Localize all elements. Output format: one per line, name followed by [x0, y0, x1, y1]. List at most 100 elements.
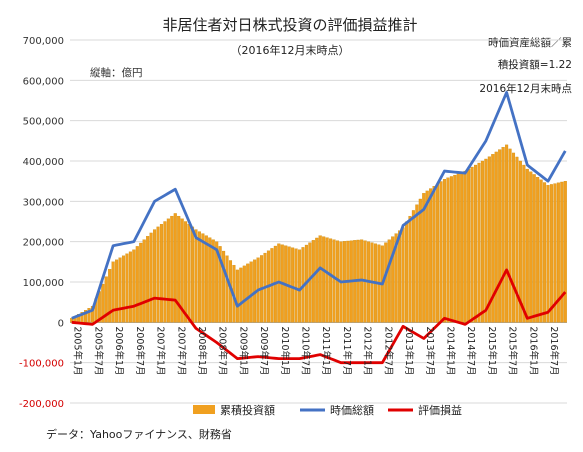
cumulative-bar — [215, 241, 219, 323]
cumulative-bar — [201, 233, 205, 323]
y-tick-label: -100,000 — [19, 359, 64, 370]
series-lines — [71, 91, 567, 365]
cumulative-bar — [128, 251, 132, 323]
cumulative-bar — [511, 152, 516, 323]
cumulative-bar — [394, 233, 398, 323]
legend-swatch-cumulative — [193, 405, 215, 414]
cumulative-bar — [518, 160, 522, 323]
cumulative-bar — [442, 178, 447, 323]
cumulative-bar — [208, 237, 212, 323]
cumulative-bar — [501, 147, 505, 323]
cumulative-bar — [532, 174, 536, 323]
cumulative-bar — [508, 148, 512, 323]
chart-title: 非居住者対日株式投資の評価損益推計 — [162, 16, 417, 34]
legend-label-market-value: 時価総額 — [330, 403, 374, 417]
cumulative-bar — [460, 172, 464, 323]
cumulative-bar — [384, 242, 388, 323]
cumulative-bar — [308, 242, 312, 323]
cumulative-bar — [467, 168, 471, 323]
cumulative-bar — [297, 249, 302, 323]
cumulative-bar — [139, 242, 143, 323]
cumulative-bar — [180, 218, 184, 323]
cumulative-bar — [156, 226, 160, 323]
cumulative-bar — [505, 144, 509, 323]
x-tick-label: 2006年1月 — [113, 326, 125, 375]
x-tick-label: 2012年1月 — [362, 326, 374, 375]
cumulative-bar — [401, 227, 405, 323]
cumulative-bar — [225, 255, 229, 323]
market-value-line — [71, 91, 567, 320]
cumulative-bar — [491, 154, 495, 323]
x-tick-label: 2011年7月 — [341, 326, 353, 375]
x-tick-label: 2006年7月 — [134, 326, 146, 375]
cumulative-bar — [446, 177, 450, 323]
x-tick-label: 2010年7月 — [300, 326, 312, 375]
cumulative-bar — [487, 156, 491, 323]
cumulative-bar — [422, 193, 426, 323]
x-tick-label: 2009年1月 — [237, 326, 249, 375]
cumulative-bar — [332, 239, 336, 323]
cumulative-bar — [173, 213, 177, 323]
cumulative-bar — [408, 215, 412, 323]
grid — [70, 39, 567, 404]
cumulative-bar — [153, 229, 157, 323]
note-line-1: 時価資産総額／累 — [488, 36, 572, 49]
cumulative-bar — [311, 240, 315, 323]
x-tick-label: 2008年1月 — [196, 326, 208, 375]
cumulative-bar — [480, 160, 484, 323]
x-tick-label: 2014年7月 — [465, 326, 477, 375]
cumulative-bar — [418, 198, 422, 323]
cumulative-bar — [121, 255, 126, 323]
y-tick-label: 600,000 — [23, 76, 64, 87]
cumulative-bar — [132, 249, 136, 323]
cumulative-bar — [484, 158, 488, 323]
x-tick-label: 2014年1月 — [444, 326, 456, 375]
cumulative-bar — [549, 184, 553, 323]
cumulative-bar — [318, 235, 322, 323]
cumulative-bar — [398, 230, 402, 323]
cumulative-bar — [101, 283, 105, 323]
cumulative-bar — [429, 188, 433, 323]
cumulative-bar — [190, 226, 195, 323]
x-tick-label: 2016年7月 — [548, 326, 560, 375]
x-tick-label: 2011年1月 — [320, 326, 332, 375]
cumulative-bar — [498, 149, 502, 323]
cumulative-bar — [166, 218, 170, 323]
cumulative-bar — [494, 151, 498, 323]
note-line-3: 2016年12月末時点 — [479, 82, 572, 95]
cumulative-bar — [294, 248, 298, 323]
cumulative-bar — [477, 162, 481, 323]
cumulative-bar — [546, 185, 550, 323]
legend-label-pnl: 評価損益 — [418, 403, 462, 417]
cumulative-bar — [291, 247, 295, 323]
cumulative-bar — [463, 170, 467, 323]
y-tick-label: -200,000 — [19, 399, 64, 410]
cumulative-bar — [239, 267, 243, 323]
cumulative-bar — [439, 181, 443, 323]
x-tick-label: 2010年1月 — [279, 326, 291, 375]
cumulative-bar — [315, 237, 319, 323]
cumulative-bar — [149, 232, 153, 323]
y-axis: 700,000 600,000 500,000 400,000 300,000 200,0… — [19, 36, 64, 410]
x-axis: 2005年1月 2005年7月 2006年1月 2006年7月 2007年1月 2007年… — [72, 326, 560, 375]
cumulative-bar — [111, 261, 115, 323]
cumulative-bar — [235, 269, 239, 323]
cumulative-bar — [70, 318, 74, 323]
cumulative-bar — [470, 166, 474, 323]
cumulative-bar — [322, 236, 326, 323]
cumulative-bar — [211, 239, 215, 323]
cumulative-bar — [194, 229, 198, 323]
cumulative-bar — [411, 210, 415, 323]
x-tick-label: 2008年7月 — [217, 326, 229, 375]
x-tick-label: 2016年1月 — [527, 326, 539, 375]
x-tick-label: 2012年7月 — [382, 326, 394, 375]
cumulative-bar — [543, 182, 547, 323]
y-tick-label: 200,000 — [23, 238, 64, 249]
cumulative-bar — [163, 221, 167, 323]
cumulative-bar — [222, 250, 226, 323]
cumulative-bar — [449, 176, 453, 323]
cumulative-bar — [108, 269, 112, 323]
cumulative-bar — [184, 221, 188, 323]
